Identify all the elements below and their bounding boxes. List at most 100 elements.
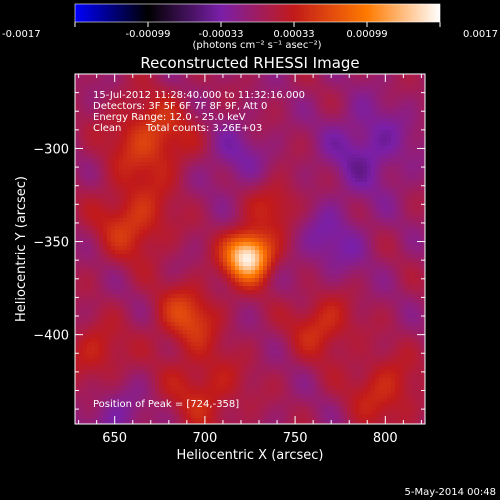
heatmap-cell	[155, 182, 160, 187]
heatmap-cell	[351, 110, 356, 115]
heatmap-cell	[231, 162, 236, 167]
heatmap-cell	[95, 218, 100, 223]
heatmap-cell	[383, 162, 388, 167]
heatmap-cell	[403, 118, 408, 123]
heatmap-cell	[271, 226, 276, 231]
heatmap-cell	[335, 138, 340, 143]
heatmap-cell	[179, 74, 184, 79]
heatmap-cell	[355, 242, 360, 247]
heatmap-cell	[335, 146, 340, 151]
heatmap-cell	[83, 246, 88, 251]
heatmap-cell	[311, 146, 316, 151]
heatmap-cell	[115, 118, 120, 123]
heatmap-cell	[359, 174, 364, 179]
heatmap-cell	[219, 254, 224, 259]
heatmap-cell	[423, 266, 425, 271]
heatmap-cell	[371, 230, 376, 235]
heatmap-cell	[371, 106, 376, 111]
heatmap-cell	[75, 74, 80, 79]
heatmap-cell	[227, 206, 232, 211]
heatmap-cell	[375, 214, 380, 219]
heatmap-cell	[199, 218, 204, 223]
heatmap-cell	[119, 162, 124, 167]
heatmap-cell	[95, 262, 100, 267]
heatmap-cell	[227, 226, 232, 231]
heatmap-cell	[271, 158, 276, 163]
heatmap-cell	[83, 226, 88, 231]
heatmap-cell	[179, 242, 184, 247]
heatmap-cell	[131, 174, 136, 179]
heatmap-cell	[151, 222, 156, 227]
heatmap-cell	[311, 286, 316, 291]
heatmap-cell	[271, 114, 276, 119]
heatmap-cell	[323, 130, 328, 135]
heatmap-cell	[219, 190, 224, 195]
heatmap-cell	[239, 78, 244, 83]
heatmap-cell	[199, 178, 204, 183]
heatmap-cell	[227, 102, 232, 107]
heatmap-cell	[363, 166, 368, 171]
heatmap-cell	[127, 162, 132, 167]
heatmap-cell	[403, 178, 408, 183]
heatmap-cell	[403, 210, 408, 215]
heatmap-cell	[211, 230, 216, 235]
heatmap-cell	[139, 246, 144, 251]
heatmap-cell	[303, 130, 308, 135]
heatmap-cell	[415, 286, 420, 291]
heatmap-cell	[175, 186, 180, 191]
heatmap-cell	[115, 182, 120, 187]
heatmap-cell	[299, 98, 304, 103]
heatmap-cell	[147, 266, 152, 271]
heatmap-cell	[143, 130, 148, 135]
heatmap-cell	[243, 286, 248, 291]
heatmap-cell	[291, 90, 296, 95]
heatmap-cell	[243, 158, 248, 163]
heatmap-cell	[335, 254, 340, 259]
heatmap-cell	[115, 154, 120, 159]
heatmap-cell	[339, 130, 344, 135]
heatmap-cell	[203, 262, 208, 267]
heatmap-cell	[287, 242, 292, 247]
heatmap-cell	[423, 222, 425, 227]
heatmap-cell	[215, 78, 220, 83]
heatmap-cell	[243, 234, 248, 239]
heatmap-cell	[195, 114, 200, 119]
heatmap-cell	[83, 86, 88, 91]
heatmap-cell	[207, 130, 212, 135]
heatmap-cell	[167, 198, 172, 203]
heatmap-cell	[411, 282, 416, 287]
heatmap-cell	[99, 78, 104, 83]
heatmap-cell	[159, 82, 164, 87]
heatmap-cell	[331, 114, 336, 119]
heatmap-cell	[351, 258, 356, 263]
heatmap-cell	[411, 202, 416, 207]
heatmap-cell	[247, 230, 252, 235]
heatmap-cell	[139, 262, 144, 267]
heatmap-cell	[211, 202, 216, 207]
heatmap-cell	[207, 146, 212, 151]
heatmap-cell	[263, 166, 268, 171]
heatmap-cell	[311, 186, 316, 191]
heatmap-cell	[151, 134, 156, 139]
heatmap-cell	[347, 246, 352, 251]
heatmap-cell	[155, 150, 160, 155]
heatmap-cell	[283, 242, 288, 247]
heatmap-cell	[279, 230, 284, 235]
heatmap-cell	[351, 94, 356, 99]
heatmap-cell	[243, 186, 248, 191]
heatmap-cell	[219, 290, 224, 295]
heatmap-cell	[99, 190, 104, 195]
heatmap-cell	[307, 170, 312, 175]
heatmap-cell	[399, 130, 404, 135]
heatmap-cell	[279, 178, 284, 183]
heatmap-cell	[139, 238, 144, 243]
heatmap-cell	[123, 130, 128, 135]
heatmap-cell	[111, 286, 116, 291]
heatmap-cell	[239, 298, 244, 303]
heatmap-cell	[403, 234, 408, 239]
heatmap-cell	[187, 186, 192, 191]
heatmap-cell	[399, 206, 404, 211]
heatmap-cell	[395, 130, 400, 135]
heatmap-cell	[287, 250, 292, 255]
heatmap-cell	[183, 222, 188, 227]
